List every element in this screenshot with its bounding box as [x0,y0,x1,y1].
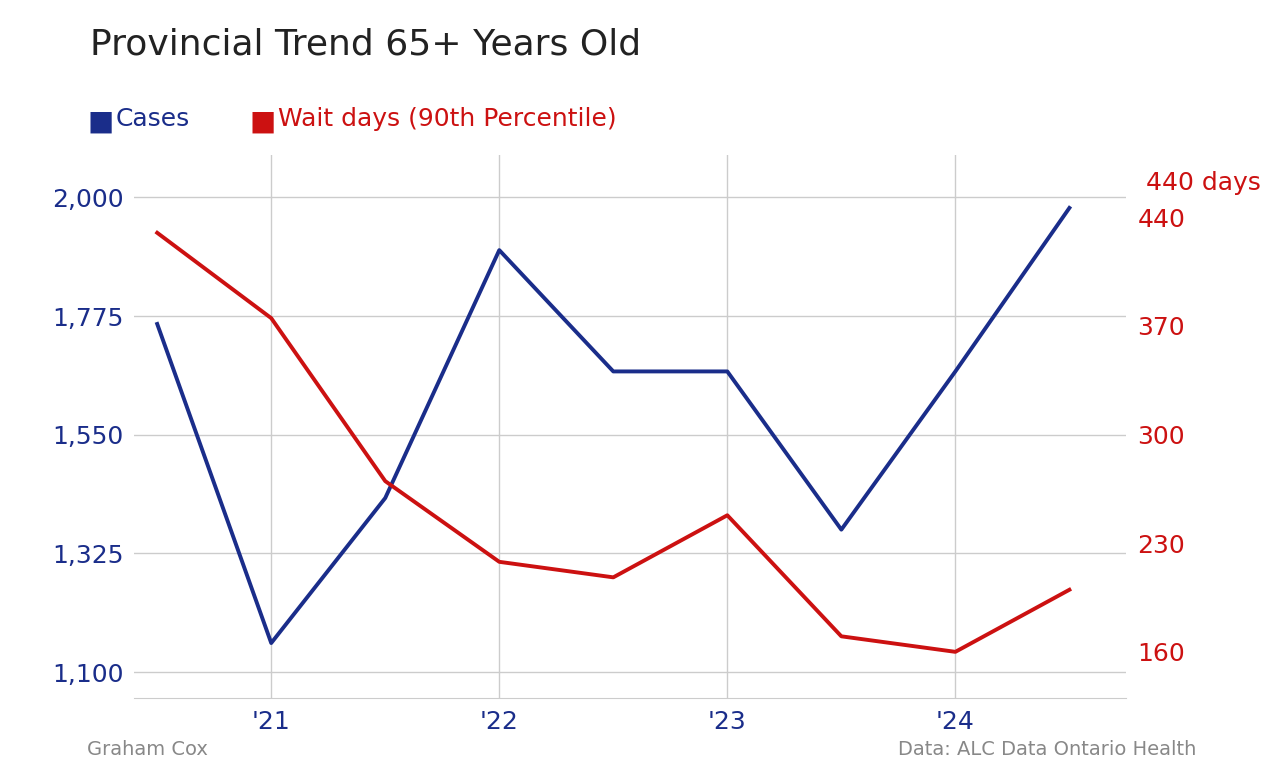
Text: ■: ■ [250,107,276,135]
Text: Provincial Trend 65+ Years Old: Provincial Trend 65+ Years Old [90,27,641,61]
Text: 440 days: 440 days [1147,171,1261,196]
Text: Cases: Cases [115,107,189,131]
Text: Graham Cox: Graham Cox [87,740,207,759]
Text: ■: ■ [87,107,114,135]
Text: Wait days (90th Percentile): Wait days (90th Percentile) [278,107,617,131]
Text: Data: ALC Data Ontario Health: Data: ALC Data Ontario Health [899,740,1197,759]
